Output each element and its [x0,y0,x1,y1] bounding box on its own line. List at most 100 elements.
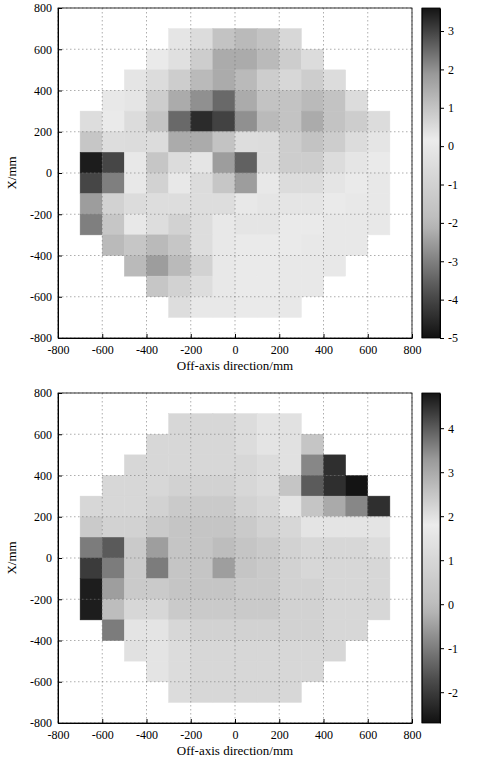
cell [191,599,213,620]
cell [257,152,279,173]
cell [213,434,235,455]
cell [169,682,191,703]
colorbar-tick-mark [440,300,444,301]
grid-line-y [58,475,412,476]
cell [279,599,301,620]
cell [147,173,169,194]
cell [102,496,124,517]
cell [257,414,279,435]
cell [169,70,191,91]
cell [169,91,191,112]
cell [235,517,257,538]
grid-line-y [58,681,412,682]
cell [147,434,169,455]
grid-line-y [58,296,412,297]
cell [235,297,257,318]
cell [102,537,124,558]
cell [102,214,124,235]
cell [235,194,257,215]
colorbar-tick: -2 [440,216,458,230]
x-axis-tick-label: -600 [92,728,114,742]
y-axis-tick-label: -400 [30,249,52,263]
cell [324,620,346,641]
colorbar-ramp [422,393,440,723]
cell [301,558,323,579]
cell [324,194,346,215]
colorbar-tick-mark [440,516,444,517]
x-axis-tick: 600 [359,334,377,357]
cell [213,476,235,497]
cell [301,173,323,194]
cell [257,276,279,297]
cell [191,214,213,235]
y-axis-tick-mark [58,173,62,174]
cell [368,194,390,215]
cell [324,173,346,194]
cell [279,276,301,297]
cell [147,517,169,538]
cell [257,29,279,50]
colorbar-tick-mark [440,185,444,186]
cell [324,152,346,173]
cell [346,214,368,235]
cell [324,579,346,600]
y-axis-title: X/mm [4,156,19,189]
y-axis-tick-label: -600 [30,675,52,689]
cell [279,434,301,455]
cell [80,194,102,215]
cell [235,558,257,579]
cell [279,517,301,538]
x-axis-tick-mark [324,334,325,338]
cell [80,214,102,235]
y-axis-tick: 200 [34,510,62,524]
cell [324,537,346,558]
cell [191,194,213,215]
cell [235,173,257,194]
cell [235,214,257,235]
cell [124,91,146,112]
y-axis: -800-600-400-2000200400600800 [30,386,62,730]
y-axis-tick: 0 [46,166,62,180]
cell [346,579,368,600]
cell [257,599,279,620]
cell [169,414,191,435]
cell [324,91,346,112]
cell [213,599,235,620]
x-axis-tick-label: -400 [136,343,158,357]
cell [169,214,191,235]
y-axis-tick: 600 [34,428,62,442]
x-axis-tick-mark [235,719,236,723]
cell [301,579,323,600]
cell [346,496,368,517]
x-axis-tick-mark [102,334,103,338]
cell [213,29,235,50]
y-axis-tick: 400 [34,469,62,483]
y-axis-tick-label: 400 [34,469,52,483]
cell [147,132,169,153]
cell [147,49,169,70]
plot-frame [58,8,412,338]
cell [257,214,279,235]
y-axis-tick-mark [58,517,62,518]
cell [279,111,301,132]
cell [147,537,169,558]
cell [191,132,213,153]
cell [124,70,146,91]
colorbar: -5-4-3-2-10123 [422,8,458,345]
cell [213,297,235,318]
grid-line-y [58,173,412,174]
cell [213,558,235,579]
cell [124,111,146,132]
cell [169,173,191,194]
cell [124,173,146,194]
cell [279,579,301,600]
cell [301,434,323,455]
colorbar-tick-mark [440,69,444,70]
cell [191,49,213,70]
cell [147,599,169,620]
y-axis-tick-mark [58,256,62,257]
cell [169,599,191,620]
x-axis-tick-mark [368,334,369,338]
colorbar-tick-label: -4 [448,293,458,307]
colorbar-tick-label: -5 [448,331,458,345]
